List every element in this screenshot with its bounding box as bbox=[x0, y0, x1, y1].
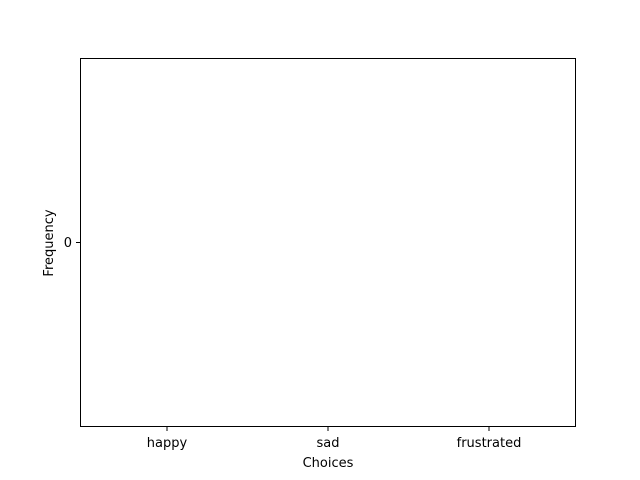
x-tick-label-frustrated: frustrated bbox=[457, 436, 522, 451]
x-axis-label: Choices bbox=[303, 456, 354, 471]
y-tick-label: 0 bbox=[64, 236, 72, 251]
plot-frame bbox=[80, 58, 576, 427]
x-tick-label-sad: sad bbox=[317, 436, 340, 451]
x-tick-label-happy: happy bbox=[147, 436, 188, 451]
y-axis-label: Frequency bbox=[42, 209, 57, 276]
